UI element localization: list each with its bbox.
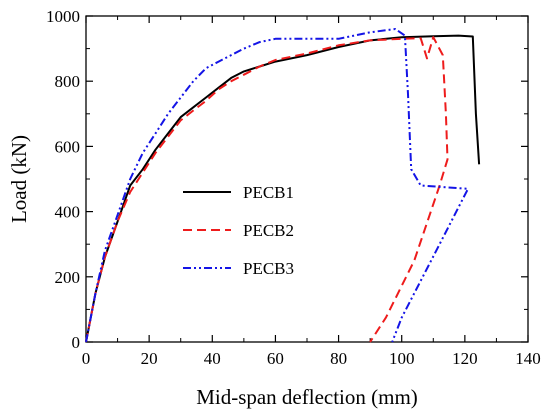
- x-axis-title: Mid-span deflection (mm): [196, 385, 418, 409]
- legend-label-pecb3: PECB3: [243, 259, 294, 278]
- y-tick-label: 400: [55, 203, 81, 222]
- x-tick-label: 140: [515, 349, 541, 368]
- legend: PECB1 PECB2 PECB3: [183, 183, 294, 278]
- plot-border: [85, 15, 529, 343]
- y-tick-label: 200: [55, 268, 81, 287]
- legend-label-pecb1: PECB1: [243, 183, 294, 202]
- axis-tick-labels: 0 20 40 60 80 100 120 140 0 200 400 600 800 1000: [46, 7, 541, 368]
- y-tick-label: 600: [55, 137, 81, 156]
- axis-ticks: [85, 15, 529, 343]
- x-tick-label: 20: [141, 349, 158, 368]
- series-line-pecb3: [85, 28, 469, 343]
- y-axis-title: Load (kN): [7, 135, 31, 223]
- x-tick-label: 40: [204, 349, 221, 368]
- series-line-pecb2: [85, 36, 449, 343]
- y-tick-label: 1000: [46, 7, 80, 26]
- plot-frame: [85, 15, 529, 343]
- legend-label-pecb2: PECB2: [243, 221, 294, 240]
- x-tick-label: 120: [452, 349, 478, 368]
- x-tick-label: 60: [267, 349, 284, 368]
- x-tick-label: 80: [330, 349, 347, 368]
- y-tick-label: 800: [55, 72, 81, 91]
- y-tick-label: 0: [72, 333, 81, 352]
- x-tick-label: 100: [389, 349, 415, 368]
- series-layer: [85, 28, 481, 343]
- x-tick-label: 0: [82, 349, 91, 368]
